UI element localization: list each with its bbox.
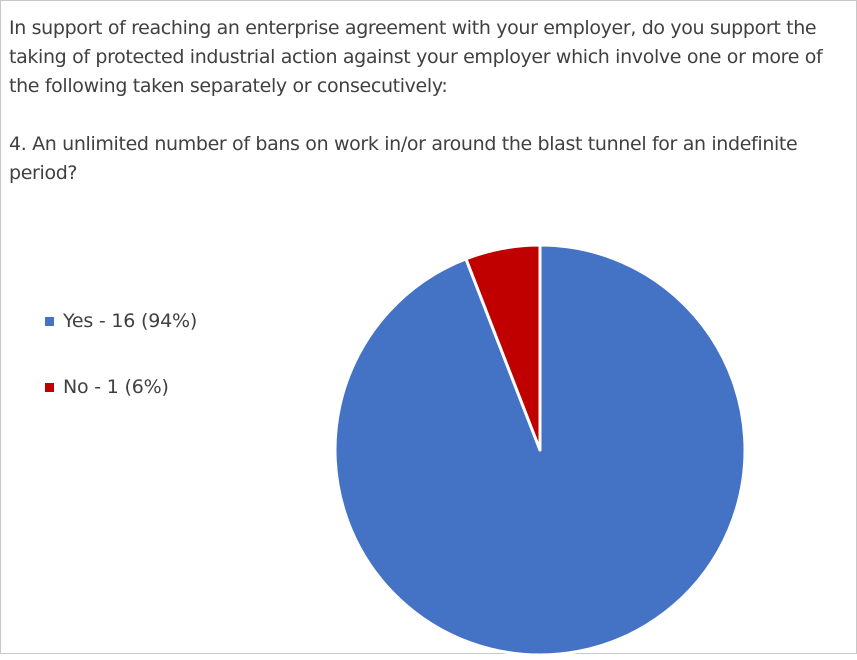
legend-swatch-no bbox=[45, 382, 54, 392]
pie-chart bbox=[333, 243, 747, 657]
question-text: In support of reaching an enterprise agr… bbox=[9, 14, 849, 188]
question-intro: In support of reaching an enterprise agr… bbox=[9, 17, 823, 97]
question-item: 4. An unlimited number of bans on work i… bbox=[9, 133, 798, 184]
legend-label-yes: Yes - 16 (94%) bbox=[63, 310, 198, 332]
legend-swatch-yes bbox=[45, 316, 54, 326]
legend-label-no: No - 1 (6%) bbox=[63, 376, 169, 398]
chart-legend: Yes - 16 (94%) No - 1 (6%) bbox=[45, 302, 197, 434]
legend-item-no: No - 1 (6%) bbox=[45, 368, 197, 406]
pie-slice-no bbox=[464, 243, 542, 452]
legend-item-yes: Yes - 16 (94%) bbox=[45, 302, 197, 340]
spacer bbox=[9, 101, 849, 130]
pie-slices bbox=[333, 243, 747, 657]
